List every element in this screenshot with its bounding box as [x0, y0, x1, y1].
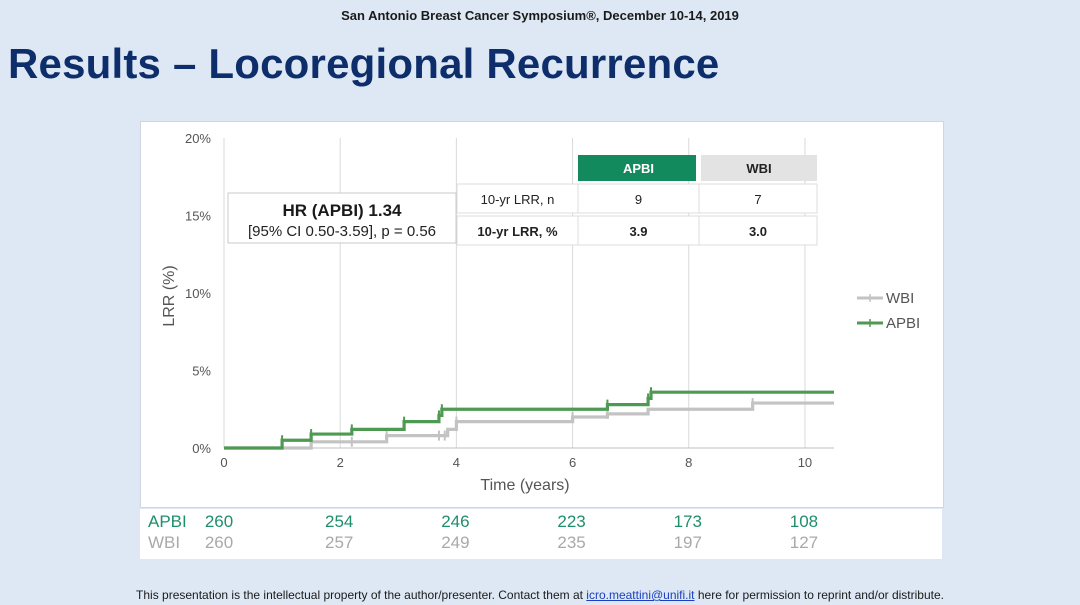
slide-title: Results – Locoregional Recurrence [8, 40, 720, 87]
km-chart-panel: 0 2 4 6 8 10 0% 5% 10% 15% 20% Time (years) LRR (%) W… [140, 121, 944, 508]
at-risk-row-wbi: WBI 260 257 249 235 197 127 [140, 533, 942, 555]
km-chart: 0 2 4 6 8 10 0% 5% 10% 15% 20% Time (years) LRR (%) W… [161, 131, 920, 494]
header-wbi-label: WBI [746, 161, 771, 176]
table-row [456, 215, 818, 246]
y-axis-title: LRR (%) [161, 265, 178, 326]
footer-text-after: here for permission to reprint and/or di… [694, 588, 944, 602]
at-risk-count: 254 [325, 512, 354, 531]
inset-table: APBI WBI 10-yr LRR, n 9 7 10-yr LRR, % 3.9 3.0 [456, 155, 818, 246]
at-risk-label: APBI [148, 512, 187, 531]
table-row [456, 183, 818, 214]
footer-text-before: This presentation is the intellectual pr… [136, 588, 587, 602]
at-risk-count: 260 [204, 533, 234, 552]
wbi-step-curve [224, 401, 834, 450]
y-tick-label: 5% [192, 364, 211, 379]
number-at-risk-table: APBI 260 254 246 223 173 108 WBI 260 257 249 235 197… [140, 509, 942, 559]
at-risk-count: 197 [673, 533, 702, 552]
hr-box [227, 192, 457, 244]
conference-banner: San Antonio Breast Cancer Symposium®, De… [341, 8, 739, 23]
y-tick-label: 20% [185, 131, 211, 146]
at-risk-count: 257 [325, 533, 354, 552]
at-risk-count: 127 [789, 533, 819, 552]
hr-annotation: HR (APBI) 1.34 [95% CI 0.50-3.59], p = 0.… [227, 192, 457, 244]
apbi-value: 3.9 [629, 224, 647, 239]
at-risk-label: WBI [148, 533, 181, 552]
y-tick-label: 0% [192, 441, 211, 456]
x-tick-label: 10 [798, 455, 812, 470]
header-apbi-label: APBI [623, 161, 654, 176]
wbi-value: 3.0 [749, 224, 767, 239]
header-wbi-cell [701, 155, 817, 181]
x-axis-title: Time (years) [480, 477, 569, 494]
x-tick-label: 8 [685, 455, 692, 470]
contact-email-link[interactable]: icro.meattini@unifi.it [586, 588, 695, 602]
wbi-legend-label: WBI [886, 290, 914, 307]
apbi-legend-label: APBI [886, 315, 920, 332]
row-label: 10-yr LRR, % [477, 224, 558, 239]
at-risk-count: 246 [441, 512, 470, 531]
row-label: 10-yr LRR, n [481, 192, 555, 207]
x-tick-label: 6 [569, 455, 576, 470]
footer-notice: This presentation is the intellectual pr… [0, 588, 1080, 602]
x-tick-label: 2 [337, 455, 344, 470]
at-risk-count: 173 [673, 512, 702, 531]
at-risk-row-apbi: APBI 260 254 246 223 173 108 [140, 512, 942, 534]
at-risk-count: 249 [441, 533, 470, 552]
wbi-value: 7 [754, 192, 761, 207]
at-risk-count: 223 [557, 512, 586, 531]
y-tick-label: 10% [185, 286, 211, 301]
at-risk-count: 108 [789, 512, 819, 531]
apbi-value: 9 [635, 192, 642, 207]
hr-ci: [95% CI 0.50-3.59], p = 0.56 [248, 223, 436, 240]
y-tick-label: 15% [185, 209, 211, 224]
at-risk-count: 260 [204, 512, 234, 531]
at-risk-count: 235 [557, 533, 586, 552]
x-tick-label: 0 [220, 455, 227, 470]
header-apbi-cell [578, 155, 696, 181]
x-tick-label: 4 [453, 455, 460, 470]
hr-value: HR (APBI) 1.34 [282, 201, 402, 220]
